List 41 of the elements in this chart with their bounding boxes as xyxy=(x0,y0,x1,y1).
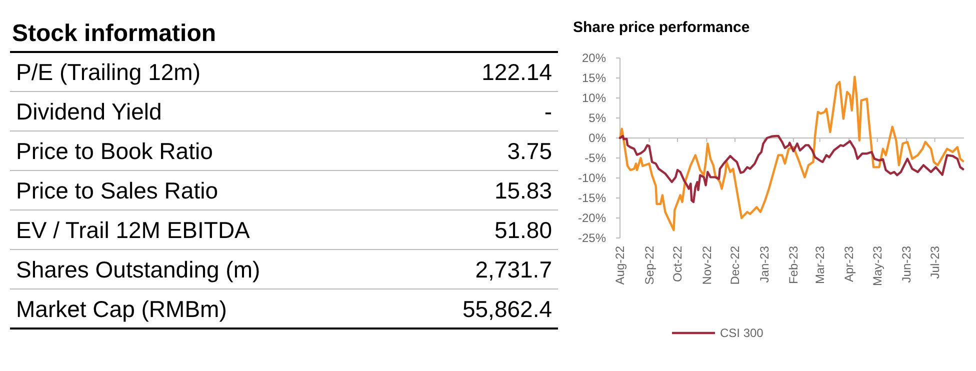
x-tick-label: Aug-22 xyxy=(613,246,628,285)
category-label: Price to Book Ratio xyxy=(16,138,213,164)
x-tick-label: Mar-23 xyxy=(813,246,828,284)
text: - xyxy=(544,98,552,124)
x-tick-label: Jun-23 xyxy=(900,246,914,283)
category-label: Price to Sales Ratio xyxy=(16,178,218,204)
category-label: Dividend Yield xyxy=(16,98,162,124)
category-label: P/E (Trailing 12m) xyxy=(16,59,200,85)
y-tick-label: -20% xyxy=(578,211,606,226)
text: 2,731.7 xyxy=(475,256,552,282)
y-tick-label: -5% xyxy=(584,151,606,166)
legend-label: CSI 300 xyxy=(720,326,764,340)
y-tick-label: 10% xyxy=(582,91,606,106)
y-tick-label: -25% xyxy=(578,231,606,246)
y-tick-label: 0% xyxy=(588,131,606,146)
y-tick-label: -10% xyxy=(578,171,606,186)
chart-title: Share price performance xyxy=(573,19,750,36)
x-tick-label: Feb-23 xyxy=(786,246,801,284)
y-tick-label: 5% xyxy=(588,111,606,126)
text: 122.14 xyxy=(482,59,552,85)
y-tick-label: 15% xyxy=(582,71,606,86)
x-tick-label: Dec-22 xyxy=(728,246,742,285)
category-label: Shares Outstanding (m) xyxy=(16,256,260,282)
x-tick-label: Jan-23 xyxy=(757,246,772,283)
category-label: EV / Trail 12M EBITDA xyxy=(16,217,251,243)
text: 55,862.4 xyxy=(462,296,552,322)
x-tick-label: Jul-23 xyxy=(928,246,942,279)
category-label: Market Cap (RMBm) xyxy=(16,296,227,322)
y-tick-label: -15% xyxy=(578,191,606,206)
line-series xyxy=(618,76,964,232)
x-tick-label: May-23 xyxy=(870,246,884,286)
y-tick-label: 20% xyxy=(582,51,606,66)
text: Stock information xyxy=(12,20,216,47)
line-series xyxy=(618,134,964,204)
x-tick-label: Sep-22 xyxy=(642,246,656,285)
x-tick-label: Apr-23 xyxy=(842,246,856,282)
text: 3.75 xyxy=(507,138,552,164)
x-tick-label: Nov-22 xyxy=(700,246,714,285)
text: 15.83 xyxy=(494,178,552,204)
x-tick-label: Oct-22 xyxy=(670,246,685,282)
text: 51.80 xyxy=(494,217,552,243)
